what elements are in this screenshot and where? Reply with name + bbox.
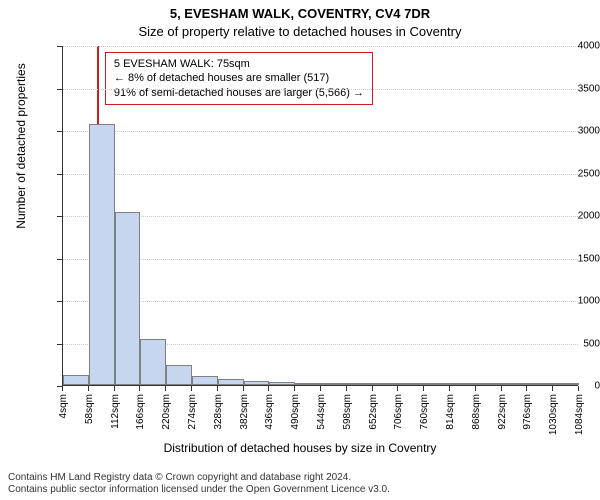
histogram-bar <box>295 383 321 385</box>
histogram-bar <box>450 383 476 385</box>
ytick-mark <box>57 131 62 132</box>
ytick-mark <box>57 46 62 47</box>
xtick-mark <box>268 386 269 391</box>
histogram-bar <box>373 383 399 385</box>
ytick-label: 2500 <box>546 168 600 179</box>
annotation-line2: ← 8% of detached houses are smaller (517… <box>114 71 364 85</box>
gridline <box>63 174 578 175</box>
histogram-bar <box>89 124 115 385</box>
xtick-mark <box>501 386 502 391</box>
xtick-mark <box>243 386 244 391</box>
ytick-label: 3000 <box>546 126 600 137</box>
xtick-mark <box>552 386 553 391</box>
histogram-bar <box>502 383 528 385</box>
histogram-bar <box>140 339 166 385</box>
xtick-mark <box>578 386 579 391</box>
histogram-bar <box>166 365 192 385</box>
xtick-mark <box>423 386 424 391</box>
xtick-mark <box>88 386 89 391</box>
xtick-mark <box>372 386 373 391</box>
histogram-bar <box>115 212 141 385</box>
xtick-mark <box>139 386 140 391</box>
xtick-mark <box>526 386 527 391</box>
ytick-mark <box>57 301 62 302</box>
chart-subtitle: Size of property relative to detached ho… <box>0 24 600 39</box>
xtick-mark <box>114 386 115 391</box>
xtick-mark <box>62 386 63 391</box>
gridline <box>63 89 578 90</box>
x-axis-label: Distribution of detached houses by size … <box>0 441 600 455</box>
ytick-label: 1500 <box>546 253 600 264</box>
histogram-bar <box>63 375 89 385</box>
xtick-mark <box>449 386 450 391</box>
histogram-bar <box>192 376 218 385</box>
histogram-bar <box>476 383 502 385</box>
annotation-line1: 5 EVESHAM WALK: 75sqm <box>114 57 364 71</box>
ytick-label: 0 <box>546 381 600 392</box>
annotation-box: 5 EVESHAM WALK: 75sqm ← 8% of detached h… <box>105 52 373 105</box>
gridline <box>63 46 578 47</box>
footer: Contains HM Land Registry data © Crown c… <box>8 472 390 496</box>
histogram-bar <box>424 383 450 385</box>
ytick-mark <box>57 89 62 90</box>
histogram-bar <box>218 379 244 385</box>
ytick-mark <box>57 216 62 217</box>
xtick-mark <box>397 386 398 391</box>
histogram-bar <box>321 383 347 385</box>
gridline <box>63 131 578 132</box>
ytick-label: 4000 <box>546 41 600 52</box>
xtick-mark <box>191 386 192 391</box>
histogram-bar <box>244 381 270 385</box>
footer-line2: Contains public sector information licen… <box>8 484 390 496</box>
xtick-mark <box>475 386 476 391</box>
ytick-mark <box>57 259 62 260</box>
chart-address-title: 5, EVESHAM WALK, COVENTRY, CV4 7DR <box>0 6 600 21</box>
ytick-label: 3500 <box>546 83 600 94</box>
ytick-label: 2000 <box>546 211 600 222</box>
ytick-mark <box>57 344 62 345</box>
ytick-label: 500 <box>546 338 600 349</box>
xtick-label: 1084sqm <box>574 394 600 435</box>
xtick-mark <box>320 386 321 391</box>
y-axis-label: Number of detached properties <box>14 0 28 316</box>
xtick-mark <box>294 386 295 391</box>
histogram-bar <box>347 383 373 385</box>
chart-container: 5, EVESHAM WALK, COVENTRY, CV4 7DR Size … <box>0 0 600 500</box>
xtick-mark <box>165 386 166 391</box>
ytick-label: 1000 <box>546 296 600 307</box>
ytick-mark <box>57 174 62 175</box>
histogram-bar <box>398 383 424 385</box>
histogram-bar <box>269 382 295 385</box>
footer-line1: Contains HM Land Registry data © Crown c… <box>8 472 390 484</box>
xtick-mark <box>217 386 218 391</box>
xtick-mark <box>346 386 347 391</box>
plot-area: 5 EVESHAM WALK: 75sqm ← 8% of detached h… <box>62 46 578 386</box>
